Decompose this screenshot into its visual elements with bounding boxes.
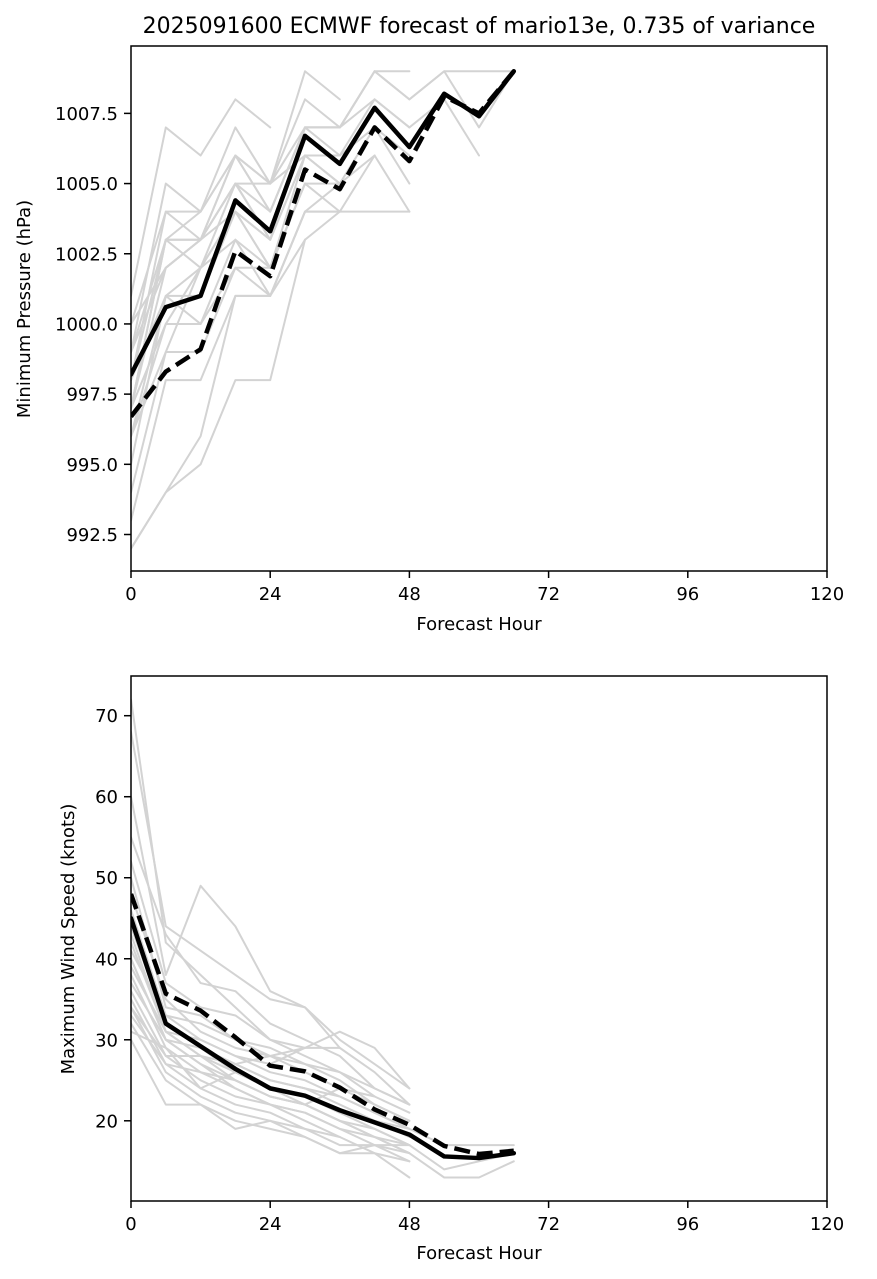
wind-y-tick-label: 60 <box>95 787 118 808</box>
wind-x-tick-label: 120 <box>810 1214 844 1235</box>
wind-x-tick-label: 48 <box>398 1214 421 1235</box>
figure-title: 2025091600 ECMWF forecast of mario13e, 0… <box>143 14 816 39</box>
pressure-y-axis-label: Minimum Pressure (hPa) <box>14 200 35 418</box>
wind-y-tick-label: 50 <box>95 868 118 889</box>
pressure-member-line <box>131 210 341 550</box>
wind-solid-line <box>131 915 517 1161</box>
wind-y-tick-label: 70 <box>95 706 118 727</box>
wind-member-line <box>131 982 411 1130</box>
wind-x-tick-label: 72 <box>537 1214 560 1235</box>
wind-x-axis-label: Forecast Hour <box>416 1243 542 1264</box>
pressure-y-tick-label: 1002.5 <box>55 244 118 265</box>
wind-axes-frame <box>130 675 828 1202</box>
pressure-chart: Minimum Pressure (hPa) Forecast Hour 0 24… <box>14 45 844 635</box>
wind-chart: Maximum Wind Speed (knots) Forecast Hour… <box>58 675 844 1264</box>
pressure-y-tick-label: 995.0 <box>66 455 118 476</box>
wind-member-line <box>131 1022 411 1163</box>
wind-x-tick-label: 0 <box>125 1214 136 1235</box>
wind-y-tick-label: 20 <box>95 1111 118 1132</box>
pressure-member-line <box>131 70 411 325</box>
pressure-y-tick-label: 992.5 <box>66 525 118 546</box>
pressure-dashed-line <box>131 69 516 418</box>
pressure-x-tick-label: 72 <box>537 584 560 605</box>
pressure-member-line <box>131 70 341 354</box>
wind-member-line <box>131 795 411 1106</box>
pressure-x-tick-label: 0 <box>125 584 136 605</box>
pressure-y-tick-label: 1007.5 <box>55 104 118 125</box>
pressure-member-line <box>131 98 272 297</box>
wind-x-tick-label: 96 <box>676 1214 699 1235</box>
pressure-x-tick-label: 120 <box>810 584 844 605</box>
pressure-solid-line <box>131 69 517 377</box>
pressure-x-tick-label: 24 <box>259 584 282 605</box>
wind-x-tick-label: 24 <box>259 1214 282 1235</box>
pressure-y-tick-label: 1005.0 <box>55 174 118 195</box>
wind-member-line <box>131 860 411 1106</box>
wind-member-line <box>131 998 411 1155</box>
pressure-x-tick-label: 96 <box>676 584 699 605</box>
wind-plot-area <box>131 698 517 1179</box>
wind-member-line <box>131 730 411 1090</box>
pressure-axes-frame <box>130 45 828 572</box>
pressure-plot-area <box>131 69 517 550</box>
wind-dashed-line <box>131 893 515 1157</box>
wind-y-axis-label: Maximum Wind Speed (knots) <box>58 804 79 1075</box>
wind-y-tick-label: 40 <box>95 949 118 970</box>
wind-member-line <box>131 1030 376 1106</box>
wind-y-tick-label: 30 <box>95 1030 118 1051</box>
wind-member-line <box>131 1038 341 1138</box>
wind-member-line <box>131 933 515 1171</box>
wind-member-line <box>131 836 411 1106</box>
pressure-y-tick-label: 1000.0 <box>55 314 118 335</box>
pressure-x-tick-label: 48 <box>398 584 421 605</box>
pressure-member-line <box>131 98 411 325</box>
pressure-x-axis-label: Forecast Hour <box>416 614 542 635</box>
pressure-y-tick-label: 997.5 <box>66 385 118 406</box>
wind-member-line <box>131 957 515 1179</box>
